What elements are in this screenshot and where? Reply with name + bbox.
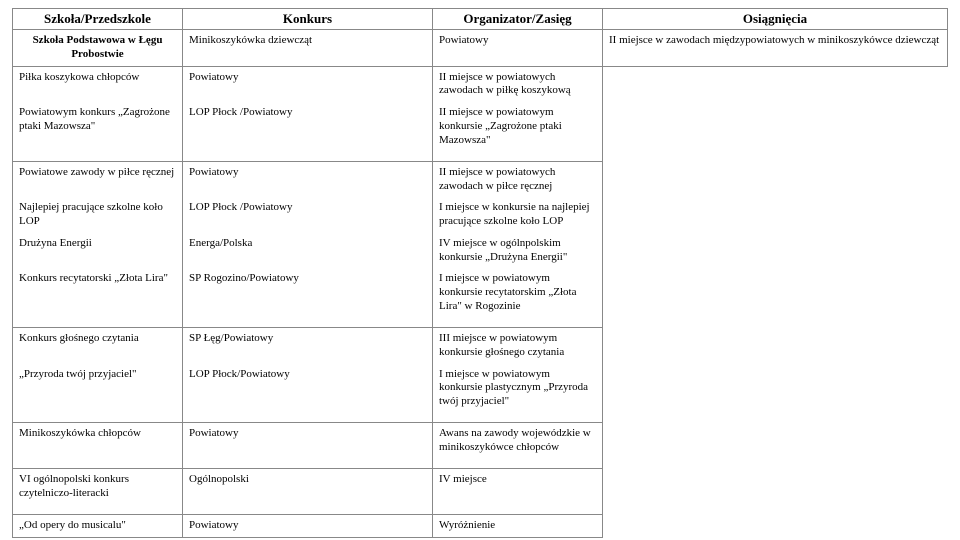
achievement-cell: III miejsce w powiatowym konkursie głośn… [433, 328, 603, 364]
table-group: Konkurs głośnego czytaniaSP Łęg/Powiatow… [13, 328, 948, 423]
table-group: „Od opery do musicalu"PowiatowyWyróżnien… [13, 515, 948, 538]
spacer-cell [183, 459, 433, 469]
spacer-cell [183, 413, 433, 423]
achievement-cell: I miejsce w konkursie na najlepiej pracu… [433, 197, 603, 233]
header-contest: Konkurs [183, 9, 433, 30]
spacer-cell [183, 151, 433, 161]
achievement-cell: Awans na zawody wojewódzkie w minikoszyk… [433, 423, 603, 459]
spacer-cell [13, 459, 183, 469]
header-row: Szkoła/Przedszkole Konkurs Organizator/Z… [13, 9, 948, 30]
table-row: Szkoła Podstawowa w Łęgu ProbostwieMinik… [13, 30, 948, 57]
table-row: Piłka koszykowa chłopcówPowiatowyII miej… [13, 66, 948, 102]
contest-cell: „Od opery do musicalu" [13, 515, 183, 538]
spacer-cell [433, 56, 603, 66]
achievement-cell: II miejsce w zawodach międzypowiatowych … [603, 30, 948, 57]
group-spacer [13, 413, 948, 423]
spacer-cell [13, 413, 183, 423]
achievement-cell: I miejsce w powiatowym konkursie recytat… [433, 268, 603, 317]
table-row: Konkurs recytatorski „Złota Lira"SP Rogo… [13, 268, 948, 317]
achievement-cell: IV miejsce w ogólnpolskim konkursie „Dru… [433, 233, 603, 269]
spacer-cell [603, 56, 948, 66]
organizer-cell: Powiatowy [183, 423, 433, 459]
achievement-cell: II miejsce w powiatowych zawodach w piłk… [433, 66, 603, 102]
spacer-cell [433, 459, 603, 469]
table-row: Minikoszykówka chłopców PowiatowyAwans n… [13, 423, 948, 459]
organizer-cell: Ogólnopolski [183, 469, 433, 505]
organizer-cell: Energa/Polska [183, 233, 433, 269]
header-achievement: Osiągnięcia [603, 9, 948, 30]
achievement-cell: II miejsce w powiatowych zawodach w piłc… [433, 161, 603, 197]
table-row: „Przyroda twój przyjaciel"LOP Płock/Powi… [13, 364, 948, 413]
group-spacer [13, 151, 948, 161]
contest-cell: Najlepiej pracujące szkolne koło LOP [13, 197, 183, 233]
spacer-cell [183, 56, 433, 66]
organizer-cell: LOP Płock /Powiatowy [183, 102, 433, 151]
spacer-cell [433, 318, 603, 328]
spacer-cell [13, 151, 183, 161]
organizer-cell: Powiatowy [433, 30, 603, 57]
table-row: Powiatowe zawody w piłce ręcznejPowiatow… [13, 161, 948, 197]
contest-cell: Minikoszykówka chłopców [13, 423, 183, 459]
school-cell: Szkoła Podstawowa w Łęgu Probostwie [13, 30, 183, 67]
spacer-cell [433, 413, 603, 423]
spacer-cell [433, 151, 603, 161]
contest-cell: Powiatowym konkurs „Zagrożone ptaki Mazo… [13, 102, 183, 151]
group-spacer [13, 459, 948, 469]
table-row: „Od opery do musicalu"PowiatowyWyróżnien… [13, 515, 948, 538]
achievement-cell: Wyróżnienie [433, 515, 603, 538]
organizer-cell: LOP Płock/Powiatowy [183, 364, 433, 413]
achievement-cell: I miejsce w powiatowym konkursie plastyc… [433, 364, 603, 413]
contest-cell: Konkurs głośnego czytania [13, 328, 183, 364]
group-spacer [13, 505, 948, 515]
achievements-table: Szkoła/Przedszkole Konkurs Organizator/Z… [12, 8, 948, 538]
table-row: Powiatowym konkurs „Zagrożone ptaki Mazo… [13, 102, 948, 151]
table-row: VI ogólnopolski konkurs czytelniczo-lite… [13, 469, 948, 505]
spacer-cell [13, 505, 183, 515]
contest-cell: „Przyroda twój przyjaciel" [13, 364, 183, 413]
contest-cell: Konkurs recytatorski „Złota Lira" [13, 268, 183, 317]
table-row: Konkurs głośnego czytaniaSP Łęg/Powiatow… [13, 328, 948, 364]
spacer-cell [433, 505, 603, 515]
table-group: VI ogólnopolski konkurs czytelniczo-lite… [13, 469, 948, 515]
achievement-cell: IV miejsce [433, 469, 603, 505]
organizer-cell: Powiatowy [183, 66, 433, 102]
header-school: Szkoła/Przedszkole [13, 9, 183, 30]
table-group: Piłka koszykowa chłopcówPowiatowyII miej… [13, 66, 948, 161]
contest-cell: Piłka koszykowa chłopców [13, 66, 183, 102]
spacer-cell [183, 318, 433, 328]
organizer-cell: SP Łęg/Powiatowy [183, 328, 433, 364]
spacer-cell [13, 318, 183, 328]
header-organizer: Organizator/Zasięg [433, 9, 603, 30]
contest-cell: VI ogólnopolski konkurs czytelniczo-lite… [13, 469, 183, 505]
table-group: Szkoła Podstawowa w Łęgu ProbostwieMinik… [13, 30, 948, 67]
table-row: Najlepiej pracujące szkolne koło LOPLOP … [13, 197, 948, 233]
organizer-cell: Powiatowy [183, 515, 433, 538]
spacer-cell [183, 505, 433, 515]
organizer-cell: Powiatowy [183, 161, 433, 197]
organizer-cell: SP Rogozino/Powiatowy [183, 268, 433, 317]
organizer-cell: LOP Płock /Powiatowy [183, 197, 433, 233]
table-group: Powiatowe zawody w piłce ręcznejPowiatow… [13, 161, 948, 327]
contest-cell: Drużyna Energii [13, 233, 183, 269]
table-row: Drużyna EnergiiEnerga/PolskaIV miejsce w… [13, 233, 948, 269]
contest-cell: Minikoszykówka dziewcząt [183, 30, 433, 57]
group-spacer [13, 318, 948, 328]
contest-cell: Powiatowe zawody w piłce ręcznej [13, 161, 183, 197]
achievement-cell: II miejsce w powiatowym konkursie „Zagro… [433, 102, 603, 151]
table-group: Minikoszykówka chłopców PowiatowyAwans n… [13, 423, 948, 469]
